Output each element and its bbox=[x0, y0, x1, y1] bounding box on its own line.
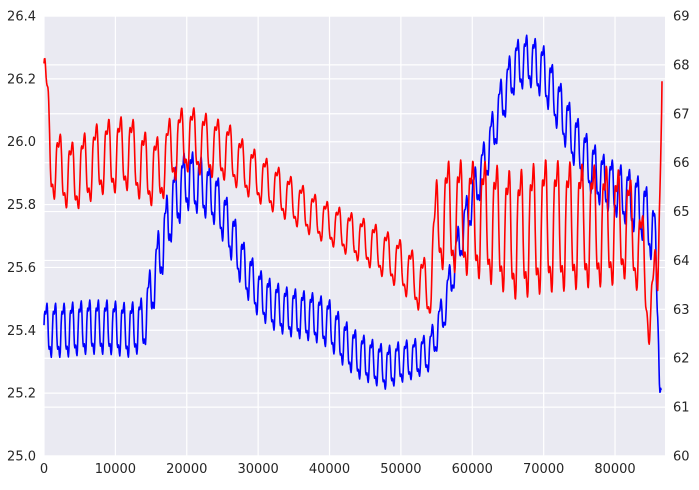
gridlines bbox=[43, 15, 665, 457]
y-right-tick-label: 69 bbox=[673, 10, 690, 25]
y-right-tick-label: 64 bbox=[673, 254, 690, 269]
y-left-tick-label: 25.0 bbox=[7, 450, 36, 465]
x-tick-label: 20000 bbox=[166, 462, 207, 477]
y-right-tick-label: 63 bbox=[673, 303, 690, 318]
y-left-tick-label: 26.4 bbox=[7, 10, 36, 25]
y-left-tick-label: 25.4 bbox=[7, 324, 36, 339]
y-left-tick-label: 25.8 bbox=[7, 198, 36, 213]
y-left-tick-label: 25.6 bbox=[7, 261, 36, 276]
y-left-tick-label: 26.0 bbox=[7, 135, 36, 150]
x-tick-label: 30000 bbox=[237, 462, 278, 477]
x-tick-label: 40000 bbox=[309, 462, 350, 477]
y-right-tick-label: 65 bbox=[673, 205, 690, 220]
y-right-tick-label: 60 bbox=[673, 450, 690, 465]
x-tick-label: 10000 bbox=[95, 462, 136, 477]
y-right-tick-label: 66 bbox=[673, 156, 690, 171]
red-series-line bbox=[43, 57, 663, 345]
series-lines bbox=[43, 34, 663, 393]
x-tick-label: 50000 bbox=[380, 462, 421, 477]
x-tick-label: 0 bbox=[40, 462, 48, 477]
y-left-tick-label: 26.2 bbox=[7, 72, 36, 87]
y-right-tick-label: 68 bbox=[673, 58, 690, 73]
y-axis-right-ticks: 60 61 62 63 64 65 66 67 68 69 bbox=[673, 10, 690, 465]
y-right-tick-label: 62 bbox=[673, 352, 690, 367]
y-axis-left-ticks: 25.0 25.2 25.4 25.6 25.8 26.0 26.2 26.4 bbox=[7, 10, 36, 465]
x-axis-ticks: 0 10000 20000 30000 40000 50000 60000 70000 8000… bbox=[40, 462, 636, 477]
x-tick-label: 60000 bbox=[452, 462, 493, 477]
x-tick-label: 70000 bbox=[523, 462, 564, 477]
y-right-tick-label: 67 bbox=[673, 107, 690, 122]
y-left-tick-label: 25.2 bbox=[7, 387, 36, 402]
y-right-tick-label: 61 bbox=[673, 401, 690, 416]
blue-series-line bbox=[43, 34, 662, 393]
x-tick-label: 80000 bbox=[594, 462, 635, 477]
